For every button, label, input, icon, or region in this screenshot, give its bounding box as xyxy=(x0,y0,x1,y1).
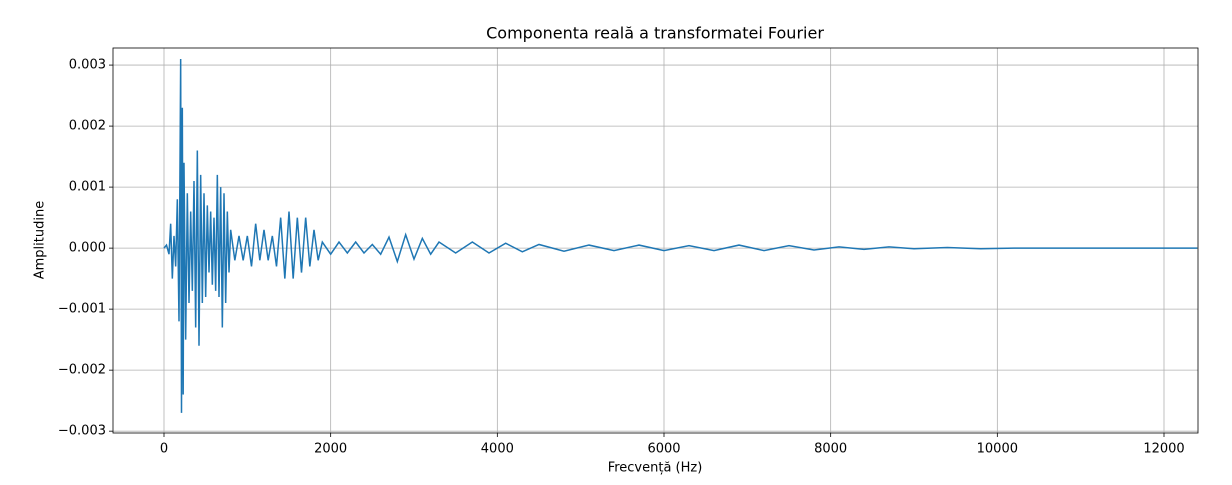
y-tick-label: 0.001 xyxy=(69,180,106,195)
y-tick-label: 0.002 xyxy=(69,119,106,134)
data-line xyxy=(163,58,1198,413)
x-tick-label: 2000 xyxy=(314,442,347,457)
x-tick-label: 12000 xyxy=(1143,442,1184,457)
x-tick-label: 0 xyxy=(160,442,168,457)
x-axis-label: Frecvență (Hz) xyxy=(608,461,703,476)
chart-title: Componenta reală a transformatei Fourier xyxy=(486,24,824,43)
y-tick-label: 0.000 xyxy=(69,241,106,256)
y-tick-label: 0.003 xyxy=(69,58,106,73)
x-tick-label: 8000 xyxy=(814,442,847,457)
x-tick-label: 4000 xyxy=(481,442,514,457)
x-tick-label: 6000 xyxy=(647,442,680,457)
y-tick-label: −0.001 xyxy=(58,302,106,317)
y-axis-label: Amplitudine xyxy=(33,201,48,279)
plot-frame xyxy=(112,47,1199,434)
x-tick-label: 10000 xyxy=(977,442,1018,457)
y-tick-label: −0.002 xyxy=(58,363,106,378)
y-tick-label: −0.003 xyxy=(58,424,106,439)
